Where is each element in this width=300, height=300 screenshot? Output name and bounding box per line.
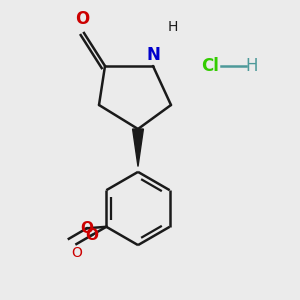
Text: Cl: Cl <box>201 57 219 75</box>
Text: O: O <box>75 11 90 28</box>
Text: H: H <box>167 20 178 34</box>
Polygon shape <box>133 129 143 166</box>
Text: N: N <box>146 46 160 64</box>
Text: H: H <box>246 57 258 75</box>
Text: O: O <box>85 227 98 242</box>
Text: O: O <box>80 221 93 236</box>
Text: O: O <box>71 247 82 260</box>
